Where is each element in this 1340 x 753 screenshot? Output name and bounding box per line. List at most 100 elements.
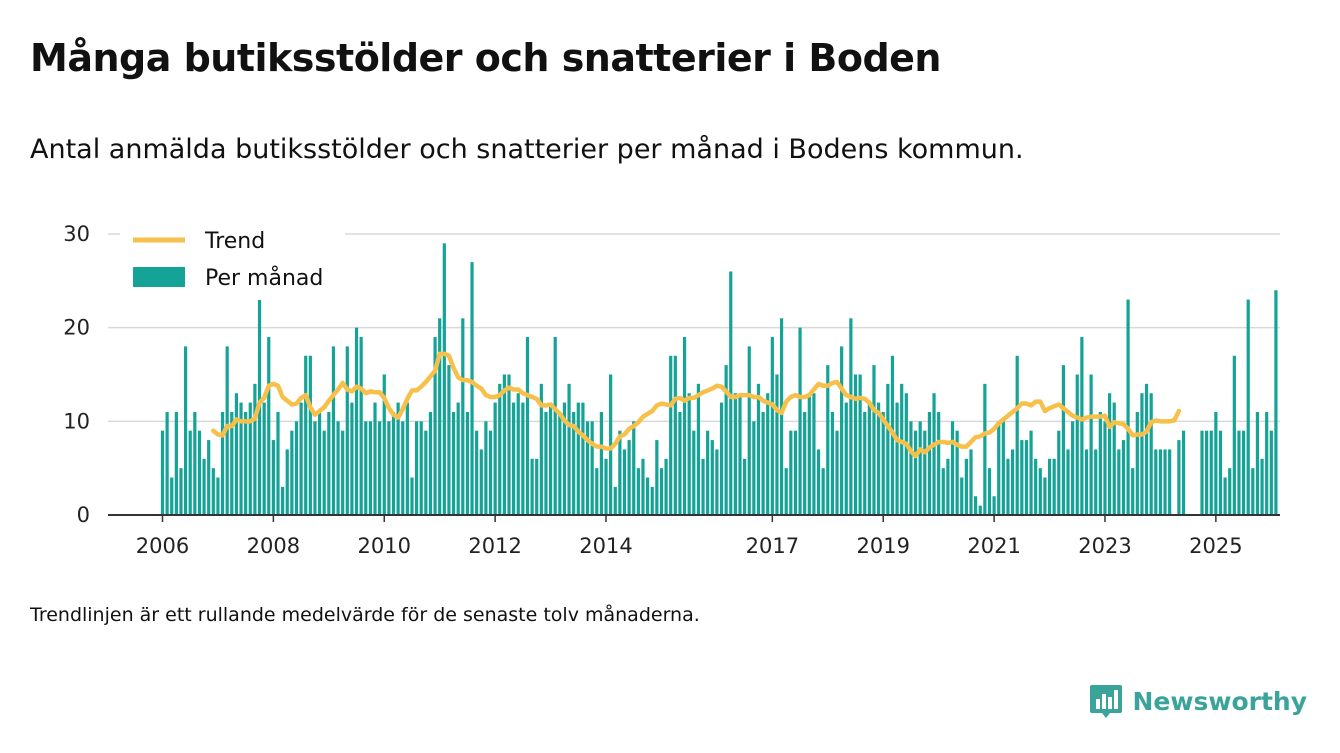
- bar: [572, 411, 576, 515]
- bar: [410, 477, 414, 515]
- bar: [1066, 449, 1070, 515]
- bar: [941, 468, 945, 515]
- bar: [775, 374, 779, 515]
- bar: [585, 421, 590, 515]
- bar: [170, 477, 174, 515]
- x-tick-label: 2008: [247, 534, 300, 558]
- bar: [391, 411, 396, 515]
- bar: [1010, 449, 1015, 515]
- bar: [1029, 430, 1033, 515]
- bar: [267, 337, 271, 515]
- bar: [900, 383, 904, 515]
- bar: [368, 421, 372, 515]
- x-tick-label: 2023: [1078, 534, 1131, 558]
- bar: [331, 346, 336, 515]
- bar: [715, 449, 719, 515]
- bar: [969, 449, 973, 515]
- bar: [1135, 411, 1139, 515]
- bar: [821, 468, 825, 515]
- bar: [373, 402, 377, 515]
- x-axis: 2006 2008 2010 2012 2014 2017 2019 2021 2023 2025: [108, 514, 1280, 558]
- brand-logo: Newsworthy: [1089, 683, 1307, 719]
- x-tick-label: 2012: [468, 534, 521, 558]
- bar: [807, 393, 811, 515]
- bar: [798, 327, 802, 515]
- bar: [378, 421, 382, 515]
- legend-label-per-manad[interactable]: Per månad: [205, 265, 323, 291]
- bar: [428, 411, 433, 515]
- bar: [567, 383, 571, 515]
- bar: [354, 327, 359, 515]
- bar: [521, 402, 525, 515]
- bar: [632, 421, 636, 515]
- y-tick-label: 20: [63, 316, 90, 340]
- x-tick-label: 2025: [1189, 534, 1242, 558]
- bar: [276, 411, 280, 515]
- bar: [1075, 374, 1079, 515]
- bar: [974, 496, 978, 515]
- bar: [1274, 290, 1278, 515]
- bar: [1126, 299, 1130, 515]
- bar: [419, 421, 423, 515]
- bar: [512, 402, 516, 515]
- chart-title: Många butiksstölder och snatterier i Bod…: [30, 36, 941, 80]
- bar: [678, 411, 682, 515]
- bar: [729, 271, 733, 515]
- y-tick-label: 10: [63, 409, 90, 433]
- bar: [1034, 458, 1038, 515]
- bar: [1103, 421, 1107, 515]
- bar: [1043, 477, 1047, 515]
- bar: [724, 365, 728, 515]
- bar: [1200, 430, 1204, 515]
- bar: [470, 262, 474, 515]
- bar: [1269, 430, 1273, 515]
- bar: [904, 393, 908, 515]
- bar: [553, 337, 557, 515]
- bar: [761, 411, 765, 515]
- bar: [211, 468, 215, 515]
- bar: [345, 346, 349, 515]
- legend-swatch-per-manad: [133, 267, 185, 287]
- bar: [322, 430, 326, 515]
- bar: [1112, 402, 1116, 515]
- bar: [1241, 430, 1246, 515]
- bar: [1121, 440, 1126, 515]
- bar: [964, 458, 968, 515]
- bar: [230, 411, 234, 515]
- bar: [290, 430, 294, 515]
- bar: [502, 374, 506, 515]
- bar: [1144, 383, 1149, 515]
- bar: [539, 383, 543, 515]
- chart-subtitle: Antal anmälda butiksstölder och snatteri…: [30, 134, 1024, 165]
- bar: [248, 402, 252, 515]
- bar: [1177, 440, 1181, 515]
- legend-label-trend[interactable]: Trend: [204, 229, 265, 254]
- bar: [382, 374, 386, 515]
- bar: [234, 393, 239, 515]
- bar: [548, 402, 553, 515]
- bar: [1237, 430, 1241, 515]
- bar: [576, 402, 580, 515]
- bar: [1024, 440, 1029, 515]
- bar: [401, 421, 405, 515]
- bar: [451, 411, 456, 515]
- bar: [853, 374, 858, 515]
- bar: [216, 477, 220, 515]
- bar: [895, 402, 899, 515]
- bar: [706, 430, 710, 515]
- bar: [595, 468, 599, 515]
- bar: [997, 421, 1001, 515]
- bar: [1255, 411, 1260, 515]
- legend[interactable]: Trend Per månad: [120, 224, 345, 300]
- bar: [581, 402, 585, 515]
- bar: [197, 430, 202, 515]
- bar: [1205, 430, 1209, 515]
- bar: [1140, 393, 1144, 515]
- bar: [544, 411, 548, 515]
- bar: [789, 430, 793, 515]
- bar: [1071, 421, 1075, 515]
- bar: [752, 421, 756, 515]
- bar: [220, 411, 225, 515]
- bar: [622, 449, 627, 515]
- bar: [304, 355, 308, 515]
